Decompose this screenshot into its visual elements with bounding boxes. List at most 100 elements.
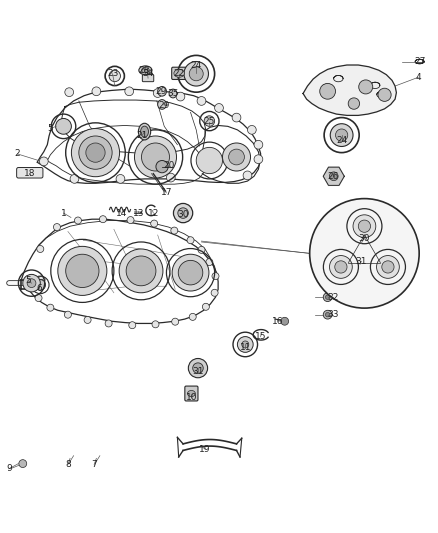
Circle shape xyxy=(53,223,60,231)
Circle shape xyxy=(353,215,376,238)
Text: 30: 30 xyxy=(177,211,188,219)
Circle shape xyxy=(229,149,244,165)
Text: 30: 30 xyxy=(358,233,369,243)
Text: 27: 27 xyxy=(415,57,426,66)
Circle shape xyxy=(382,261,394,273)
Ellipse shape xyxy=(169,89,177,98)
Ellipse shape xyxy=(158,100,166,109)
Circle shape xyxy=(378,88,391,101)
Text: 10: 10 xyxy=(186,393,197,402)
Circle shape xyxy=(193,363,203,374)
Circle shape xyxy=(325,312,330,317)
Text: 14: 14 xyxy=(116,208,127,217)
Circle shape xyxy=(189,313,196,320)
Circle shape xyxy=(166,173,175,182)
Text: 12: 12 xyxy=(148,208,159,217)
Text: 33: 33 xyxy=(327,310,339,319)
Ellipse shape xyxy=(187,391,195,397)
Text: 18: 18 xyxy=(24,169,35,178)
Text: 29: 29 xyxy=(155,87,167,96)
Circle shape xyxy=(212,273,219,280)
Circle shape xyxy=(38,276,45,283)
Circle shape xyxy=(358,220,371,232)
Circle shape xyxy=(37,246,44,253)
Text: 8: 8 xyxy=(65,460,71,469)
Circle shape xyxy=(329,255,352,278)
Circle shape xyxy=(35,295,42,302)
Ellipse shape xyxy=(138,123,151,140)
Circle shape xyxy=(92,87,101,96)
Circle shape xyxy=(329,172,338,181)
Text: 15: 15 xyxy=(255,332,266,341)
Text: 7: 7 xyxy=(91,460,97,469)
Text: 19: 19 xyxy=(199,445,211,454)
Circle shape xyxy=(105,320,112,327)
Circle shape xyxy=(196,147,223,174)
Circle shape xyxy=(151,220,158,227)
Circle shape xyxy=(325,295,330,300)
Circle shape xyxy=(254,155,263,164)
Circle shape xyxy=(189,67,203,81)
Circle shape xyxy=(336,129,348,141)
Circle shape xyxy=(39,157,48,166)
Text: 26: 26 xyxy=(327,172,339,181)
Text: 5: 5 xyxy=(47,124,53,133)
Circle shape xyxy=(152,321,159,328)
Circle shape xyxy=(126,256,156,286)
Text: 6: 6 xyxy=(36,284,42,293)
Circle shape xyxy=(99,216,106,223)
Text: 31: 31 xyxy=(192,367,204,376)
Circle shape xyxy=(74,217,81,224)
Circle shape xyxy=(23,274,40,292)
Circle shape xyxy=(187,237,194,244)
Circle shape xyxy=(79,136,112,169)
Text: 35: 35 xyxy=(167,89,179,98)
Text: 24: 24 xyxy=(336,136,347,145)
Circle shape xyxy=(125,87,134,96)
Circle shape xyxy=(206,259,213,265)
Circle shape xyxy=(19,459,27,467)
Text: 29: 29 xyxy=(159,101,170,110)
Circle shape xyxy=(84,317,91,324)
FancyBboxPatch shape xyxy=(185,386,198,401)
Text: 17: 17 xyxy=(161,189,172,197)
Polygon shape xyxy=(303,65,396,115)
FancyBboxPatch shape xyxy=(172,67,187,79)
Ellipse shape xyxy=(139,66,152,75)
Circle shape xyxy=(243,171,252,180)
Circle shape xyxy=(178,260,203,285)
Text: 32: 32 xyxy=(327,293,339,302)
Text: 16: 16 xyxy=(272,317,284,326)
Circle shape xyxy=(65,88,74,96)
Circle shape xyxy=(184,61,208,86)
Circle shape xyxy=(281,317,289,325)
Ellipse shape xyxy=(141,126,148,137)
Circle shape xyxy=(64,311,71,318)
Circle shape xyxy=(129,322,136,329)
Circle shape xyxy=(377,255,399,278)
Text: 34: 34 xyxy=(142,69,153,78)
Circle shape xyxy=(232,113,241,122)
Circle shape xyxy=(58,246,107,295)
Circle shape xyxy=(330,124,353,147)
Circle shape xyxy=(109,70,120,82)
Polygon shape xyxy=(323,167,344,185)
Circle shape xyxy=(27,279,36,287)
Circle shape xyxy=(127,216,134,223)
Circle shape xyxy=(198,246,205,253)
Circle shape xyxy=(172,318,179,325)
Circle shape xyxy=(323,293,332,302)
Ellipse shape xyxy=(141,68,149,73)
Circle shape xyxy=(204,116,215,126)
Text: 13: 13 xyxy=(133,208,144,217)
Circle shape xyxy=(320,84,336,99)
Text: 9: 9 xyxy=(6,464,12,473)
Circle shape xyxy=(153,88,162,98)
Circle shape xyxy=(202,303,209,310)
Text: 21: 21 xyxy=(137,131,148,140)
Text: 24: 24 xyxy=(191,61,202,70)
Circle shape xyxy=(211,289,218,296)
Text: 20: 20 xyxy=(163,161,175,170)
Text: 11: 11 xyxy=(240,343,251,352)
Circle shape xyxy=(86,143,105,162)
